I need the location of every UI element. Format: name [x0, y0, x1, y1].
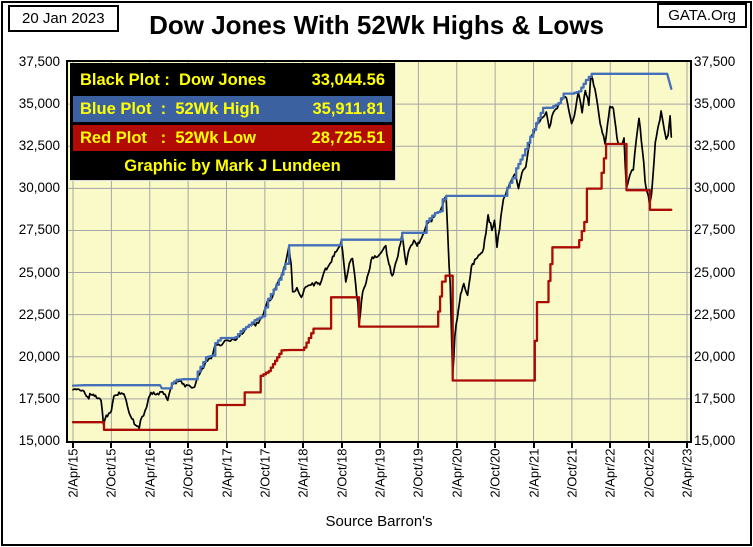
- axis-tick: [455, 443, 458, 448]
- x-axis-label: 2/Apr/18: [295, 448, 311, 498]
- y-axis-label: 20,000: [694, 348, 736, 364]
- x-axis-label: 2/Oct/16: [180, 448, 196, 498]
- y-axis-label: 22,500: [694, 306, 736, 322]
- x-axis-label: 2/Apr/16: [142, 448, 158, 498]
- x-axis-label: 2/Oct/20: [487, 448, 503, 498]
- y-axis-label: 15,000: [18, 433, 60, 448]
- axis-tick: [532, 443, 535, 448]
- axis-tick: [647, 443, 650, 448]
- axis-tick: [570, 443, 573, 448]
- y-axis-label: 27,500: [694, 222, 736, 238]
- legend-row-value: 28,725.51: [311, 129, 385, 147]
- x-axis-label: 2/Apr/22: [602, 448, 618, 498]
- axis-tick: [379, 443, 381, 448]
- brand-box: GATA.Org: [657, 3, 747, 28]
- legend-row-label: Black Plot : Dow Jones: [80, 71, 267, 89]
- axis-tick: [340, 443, 343, 448]
- y-axis-label: 27,500: [18, 222, 60, 238]
- y-axis-label: 37,500: [694, 54, 736, 69]
- x-axis-label: 2/Oct/15: [103, 448, 119, 498]
- axis-tick: [225, 443, 228, 448]
- x-axis-label: 2/Apr/21: [526, 448, 541, 498]
- date-box: 20 Jan 2023: [8, 5, 119, 32]
- x-axis-label: 2/Apr/19: [372, 448, 388, 498]
- source-label: Source Barron's: [325, 513, 433, 530]
- axis-tick: [417, 443, 420, 448]
- y-axis-label: 35,000: [18, 96, 60, 112]
- axis-tick: [110, 443, 113, 448]
- x-axis-label: 2/Oct/19: [410, 448, 426, 498]
- x-axis-label: 2/Oct/22: [641, 448, 657, 498]
- legend-box: Black Plot : Dow Jones 33,044.56 Blue Pl…: [70, 63, 396, 181]
- legend-row-label: Red Plot : 52Wk Low: [80, 129, 257, 147]
- y-axis-label: 15,000: [694, 433, 736, 448]
- legend-row-value: 35,911.81: [312, 100, 386, 118]
- axis-tick: [72, 443, 74, 448]
- axis-tick: [187, 443, 190, 448]
- y-axis-label: 25,000: [694, 264, 736, 280]
- x-axis-label: 2/Oct/21: [564, 448, 580, 498]
- y-axis-label: 30,000: [18, 180, 60, 196]
- axis-tick: [302, 443, 305, 448]
- y-axis-label: 22,500: [18, 306, 60, 322]
- legend-row-label: Blue Plot : 52Wk High: [80, 100, 260, 118]
- y-axis-label: 17,500: [694, 390, 736, 406]
- axis-tick: [609, 443, 612, 448]
- y-axis-label: 17,500: [18, 390, 60, 406]
- y-axis-label: 37,500: [18, 54, 60, 69]
- axis-tick: [686, 443, 688, 448]
- axis-tick: [263, 443, 266, 448]
- high-52wk-line: [71, 72, 673, 390]
- x-axis-label: 2/Apr/17: [219, 448, 234, 498]
- axis-tick: [494, 443, 497, 448]
- x-axis-label: 2/Apr/15: [65, 448, 81, 498]
- legend-credit: Graphic by Mark J Lundeen: [124, 157, 341, 175]
- page-title: Dow Jones With 52Wk Highs & Lows: [149, 10, 604, 40]
- y-axis-label: 32,500: [694, 138, 736, 154]
- x-axis-label: 2/Apr/23: [679, 448, 695, 498]
- y-axis-label: 35,000: [694, 96, 736, 112]
- legend-row-dow-jones: Black Plot : Dow Jones 33,044.56: [73, 67, 392, 93]
- low-52wk-line: [71, 142, 673, 432]
- legend-row-52wk-low: Red Plot : 52Wk Low 28,725.51: [73, 125, 392, 151]
- legend-row-value: 33,044.56: [311, 71, 385, 89]
- axis-tick: [148, 443, 151, 448]
- legend-row-52wk-high: Blue Plot : 52Wk High 35,911.81: [73, 96, 392, 122]
- y-axis-label: 25,000: [18, 264, 60, 280]
- y-axis-label: 30,000: [694, 180, 736, 196]
- x-axis-label: 2/Apr/20: [449, 448, 465, 498]
- x-axis-label: 2/Oct/18: [334, 448, 350, 498]
- y-axis-label: 20,000: [18, 348, 60, 364]
- y-axis-label: 32,500: [18, 138, 60, 154]
- x-axis-label: 2/Oct/17: [257, 448, 273, 498]
